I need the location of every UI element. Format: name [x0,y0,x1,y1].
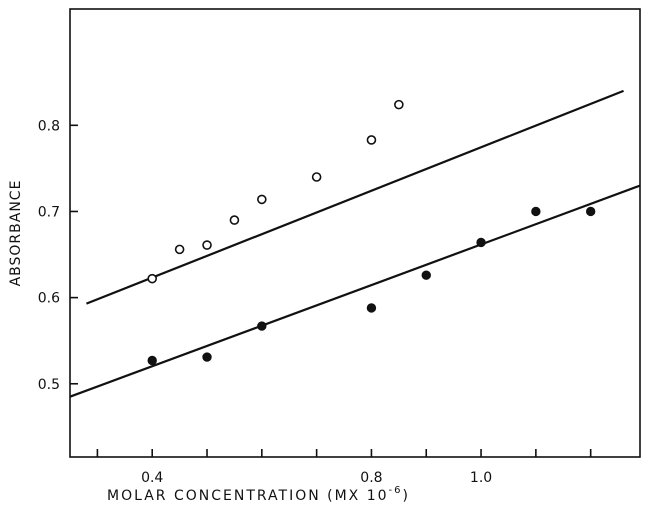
y-axis-ticks [70,124,78,385]
series-2-point-4 [421,270,431,280]
x-axis-label-main: MOLAR CONCENTRATION (MX 10 [107,488,389,504]
series-2-point-5 [476,237,486,248]
series-2-point-7 [585,206,596,217]
series-1-point-6 [366,135,377,145]
y-tick-label-0: 0.5 [38,377,60,393]
y-axis-tick-labels: 0.5 0.6 0.7 0.8 [38,118,60,392]
series-2-point-3 [366,303,377,313]
fit-line-2 [69,184,641,398]
series-1-point-5 [311,172,322,182]
y-axis-label: ABSORBANCE [8,180,24,287]
series-2-point-1 [202,352,212,362]
series-2-point-2 [257,321,267,331]
x-tick-label-2: 1.0 [470,470,492,486]
x-axis-label-exponent: -6 [389,485,403,496]
series-1-point-1 [174,244,185,255]
fit-line-1 [86,89,624,305]
series-1-point-4 [257,194,267,205]
series-2-point-6 [531,206,541,217]
y-tick-label-2: 0.7 [38,204,60,220]
y-tick-label-1: 0.6 [38,291,60,307]
series-1-point-2 [202,240,212,250]
x-axis-label: MOLAR CONCENTRATION (MX 10-6) [107,485,410,504]
x-tick-label-1: 0.8 [360,470,382,486]
plot-frame [69,8,641,458]
x-tick-label-0: 0.4 [141,470,163,486]
y-tick-label-3: 0.8 [38,118,60,134]
series-1-point-3 [229,215,240,225]
series-1-point-7 [394,99,404,110]
x-axis-ticks [96,449,592,457]
x-axis-label-close: ) [403,488,410,504]
series-1-point-0 [147,273,158,284]
x-axis-tick-labels: 0.4 0.8 1.0 [141,470,492,486]
series-2-point-0 [147,355,157,366]
data-points [147,99,596,366]
fit-lines [69,89,641,398]
